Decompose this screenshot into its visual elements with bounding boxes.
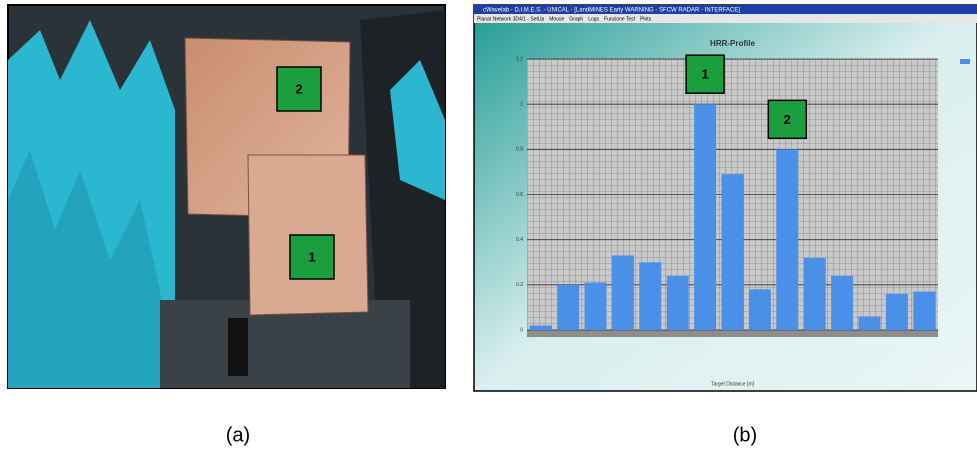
caption: (b) <box>733 424 757 446</box>
tab: Planar Network 3D4/1 - SetUp <box>477 16 544 22</box>
bar <box>694 104 716 330</box>
bar <box>804 258 826 330</box>
y-tick-label: 0.8 <box>516 147 523 153</box>
label-text: 1 <box>308 249 315 264</box>
bar <box>585 283 607 330</box>
y-tick-label: 0 <box>520 327 523 333</box>
caption: (a) <box>226 424 250 446</box>
bar <box>667 276 689 330</box>
tab: Mouse <box>549 16 564 22</box>
x-axis-label: Target Distance [m] <box>711 381 755 387</box>
bar <box>776 149 798 330</box>
y-tick-label: 0.2 <box>516 282 523 288</box>
y-tick-label: 0.4 <box>516 237 523 243</box>
bar <box>859 316 881 330</box>
window-title: cWavelab - D.I.M.E.S. - UNICAL - [LandMi… <box>483 8 740 14</box>
bar <box>612 255 634 330</box>
bar <box>722 174 744 330</box>
figure: 2 1 (a) cWavelab - D.I.M.E.S. - UNICAL - [L… <box>0 0 977 453</box>
photo <box>8 5 445 388</box>
bar <box>749 289 771 330</box>
label-text: 2 <box>784 112 791 127</box>
y-tick-label: 1 <box>520 101 523 107</box>
bar <box>639 262 661 330</box>
y-tick-label: 0.6 <box>516 192 523 198</box>
tab: Plots <box>640 16 652 22</box>
bar <box>913 292 935 330</box>
tab: Funzione Test <box>604 16 636 22</box>
label-text: 1 <box>701 67 708 82</box>
label-text: 2 <box>295 81 302 96</box>
bar <box>530 325 552 330</box>
chart-title: HRR-Profile <box>710 39 755 48</box>
tab: Graph <box>569 16 583 22</box>
page: {"photo": {"labels": ["2", "1"], "captio… <box>0 0 977 453</box>
bar <box>831 276 853 330</box>
bar <box>557 285 579 330</box>
y-tick-label: 1.2 <box>516 56 523 62</box>
bar <box>886 294 908 330</box>
tab: Logs <box>588 16 599 22</box>
